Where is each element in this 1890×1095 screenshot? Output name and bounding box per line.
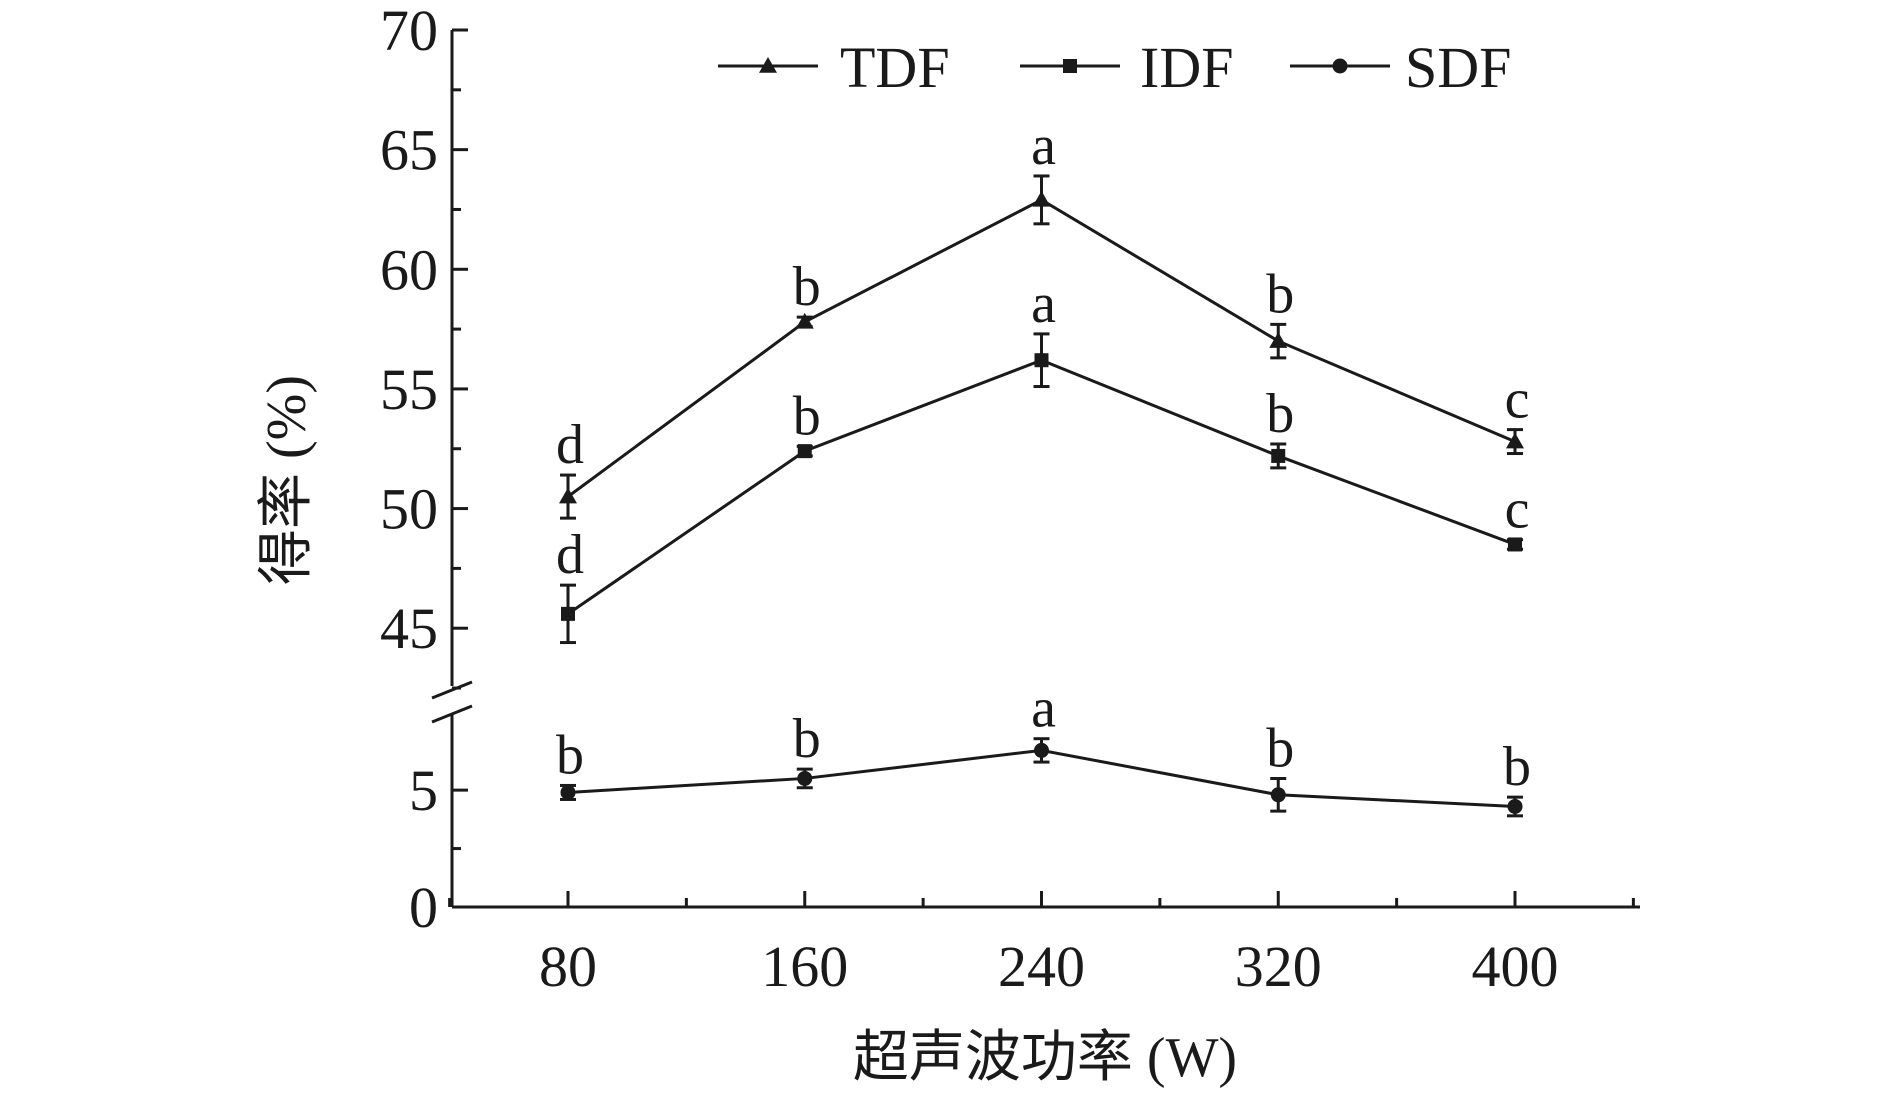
data-point-sdf (797, 770, 813, 786)
data-point-sdf (1034, 742, 1049, 758)
data-point-idf (1508, 537, 1522, 552)
legend-marker-tdf (759, 57, 777, 73)
significance-letter: b (556, 724, 584, 786)
significance-letter: d (556, 414, 584, 476)
legend-item-tdf: TDF (718, 35, 950, 100)
significance-letter: b (1266, 263, 1294, 325)
significance-letter: b (1266, 717, 1294, 779)
legend-label: IDF (1140, 35, 1233, 100)
data-point-sdf (1507, 798, 1523, 814)
legend-item-sdf: SDF (1290, 35, 1511, 100)
y-tick-label: 60 (380, 237, 438, 302)
y-tick-label: 70 (380, 0, 438, 63)
axis-break-mark (431, 704, 473, 724)
significance-letter: a (1031, 678, 1056, 740)
y-tick-label: 65 (380, 118, 438, 183)
data-point-idf (1034, 353, 1049, 368)
data-point-tdf (1269, 332, 1288, 348)
x-tick-label: 80 (539, 934, 597, 999)
data-point-idf (1271, 448, 1286, 463)
significance-letter: b (793, 256, 821, 318)
legend-label: SDF (1405, 35, 1511, 100)
data-point-tdf (1506, 432, 1524, 449)
data-point-sdf (560, 784, 576, 800)
series-layer (559, 174, 1524, 818)
y-tick-label: 5 (409, 758, 438, 823)
significance-letter: b (793, 708, 821, 770)
data-point-tdf (1032, 190, 1051, 207)
significance-letter: b (1266, 383, 1294, 445)
data-point-tdf (559, 487, 577, 504)
legend-marker-idf (1063, 59, 1077, 73)
significance-letter: b (1503, 736, 1531, 798)
significance-letter: c (1505, 479, 1530, 541)
axis-break-mark (431, 680, 473, 700)
significance-letter: d (556, 524, 584, 586)
x-tick-label: 400 (1472, 934, 1559, 999)
data-point-idf (797, 444, 812, 459)
legend: TDF IDF SDF (718, 35, 1511, 100)
x-tick-label: 240 (998, 934, 1085, 999)
series-line-idf (567, 358, 1516, 616)
y-tick-label: 55 (380, 357, 438, 422)
data-point-sdf (1270, 787, 1286, 803)
legend-marker-sdf (1332, 58, 1348, 74)
significance-letter: a (1031, 115, 1056, 177)
legend-label: TDF (840, 35, 950, 100)
series-sdf (560, 737, 1523, 818)
series-idf (560, 332, 1523, 645)
significance-letter: c (1505, 369, 1530, 431)
significance-letter: a (1031, 273, 1056, 335)
data-point-idf (561, 606, 575, 621)
x-tick-label: 320 (1235, 934, 1322, 999)
axes: 45 50 55 60 65 70 0 5 80 160 240 320 400 (380, 0, 1640, 999)
x-axis-title: 超声波功率 (W) (853, 1027, 1237, 1089)
y-tick-label: 50 (380, 477, 438, 542)
data-point-tdf (795, 312, 814, 329)
series-tdf (559, 174, 1524, 520)
y-tick-label: 45 (380, 596, 438, 661)
y-axis-title: 得率 (%) (256, 375, 318, 585)
significance-letter: b (793, 385, 821, 447)
x-tick-label: 160 (761, 934, 848, 999)
legend-item-idf: IDF (1020, 35, 1233, 100)
y-tick-label: 0 (409, 875, 438, 940)
